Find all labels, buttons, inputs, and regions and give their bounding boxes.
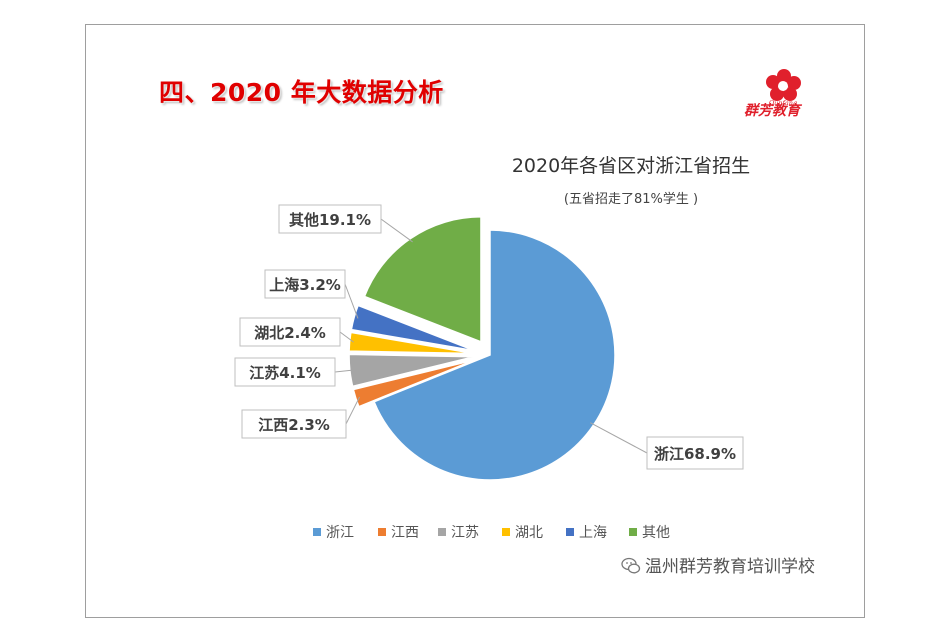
chart-title: 2020年各省区对浙江省招生 — [512, 155, 750, 177]
pie-slice-cat-5 — [363, 216, 482, 343]
logo-caption: 群芳教育 — [744, 103, 800, 119]
legend-swatch — [313, 528, 321, 536]
pie-slice-cat-3 — [348, 331, 475, 355]
legend-swatch — [438, 528, 446, 536]
pie-slice-cat-1 — [352, 359, 476, 408]
legend-label: 其他 — [642, 525, 670, 541]
flower-logo-icon: Qunfang — [766, 69, 801, 107]
data-label: 其他19.1% — [289, 211, 371, 229]
leader-line — [334, 369, 354, 373]
data-label: 江西2.3% — [258, 416, 330, 434]
data-label-box — [646, 436, 744, 470]
wechat-watermark: 温州群芳教育培训学校 — [621, 552, 815, 577]
legend-label: 江苏 — [451, 525, 479, 541]
legend-swatch — [502, 528, 510, 536]
svg-text:Qunfang: Qunfang — [769, 99, 797, 107]
chart-subtitle: (五省招走了81%学生 ) — [564, 191, 698, 207]
pie-slice-cat-4 — [350, 304, 475, 352]
leader-line — [339, 331, 354, 343]
watermark-text: 温州群芳教育培训学校 — [645, 557, 815, 577]
legend-label: 浙江 — [326, 525, 354, 541]
legend: 浙江 江西 江苏 湖北 上海 其他 — [313, 525, 670, 541]
legend-swatch — [378, 528, 386, 536]
wechat-icon — [621, 557, 641, 574]
leader-line — [344, 283, 359, 319]
data-label-box — [241, 409, 347, 439]
data-label-box — [278, 204, 382, 234]
data-label-box — [234, 357, 336, 387]
data-label: 湖北2.4% — [254, 324, 326, 342]
leader-line — [345, 396, 361, 425]
leader-line — [380, 218, 413, 243]
data-label: 浙江68.9% — [654, 445, 736, 463]
legend-swatch — [629, 528, 637, 536]
legend-label: 上海 — [579, 525, 607, 541]
legend-label: 江西 — [391, 525, 419, 541]
data-label-box — [264, 269, 346, 299]
leader-line — [590, 422, 648, 454]
page-title: 四、2020 年大数据分析 — [159, 78, 444, 107]
pie-slices — [348, 216, 616, 481]
legend-label: 湖北 — [515, 525, 543, 541]
data-label: 上海3.2% — [269, 276, 341, 294]
data-label: 江苏4.1% — [249, 364, 321, 382]
data-label-box — [239, 317, 341, 347]
legend-swatch — [566, 528, 574, 536]
data-labels: 浙江68.9% 江西2.3% 江苏4.1% 湖北2.4% 上海3.2% 其他19.1% — [234, 204, 744, 470]
